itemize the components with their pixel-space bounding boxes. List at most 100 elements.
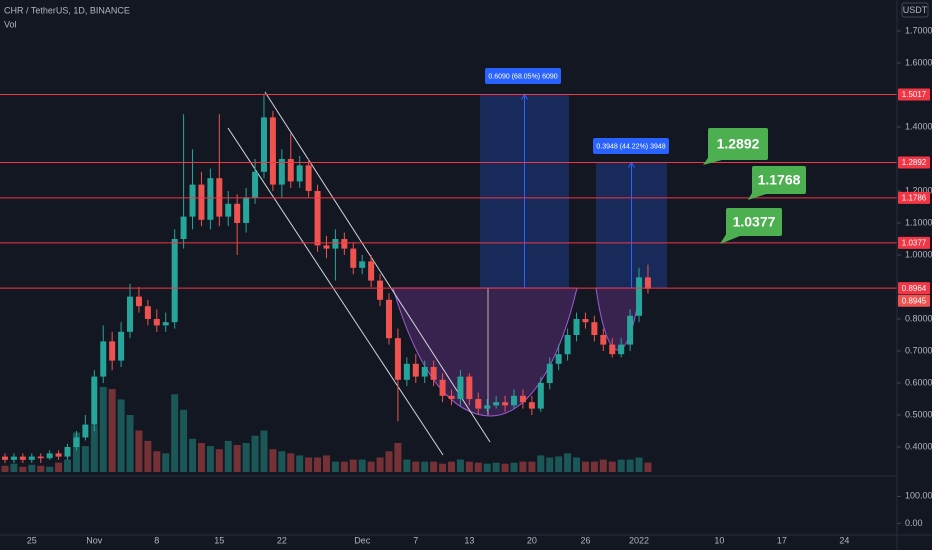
volume-bar	[162, 453, 170, 472]
candle-body	[609, 344, 616, 355]
candle-body	[564, 335, 571, 355]
volume-bar	[340, 461, 348, 472]
volume-bar	[448, 461, 455, 472]
volume-bar	[367, 461, 375, 472]
volume-bar	[287, 453, 295, 472]
level-label-box	[898, 156, 930, 169]
candle-body	[296, 165, 303, 182]
y-tick-label: 1.7000	[905, 25, 932, 35]
volume-bar	[510, 462, 518, 472]
volume-bar	[189, 438, 197, 472]
last-price-label: 0.8945	[902, 296, 927, 305]
volume-bar	[1, 465, 9, 472]
x-tick-label: 15	[214, 535, 224, 545]
candle-body	[171, 239, 178, 323]
volume-bar	[564, 453, 572, 472]
candle-body	[636, 277, 643, 316]
candle-body	[118, 331, 125, 361]
volume-label: Vol	[4, 19, 17, 29]
volume-bar	[349, 459, 357, 472]
volume-bar	[144, 440, 152, 472]
volume-bar	[403, 459, 411, 472]
candle-body	[430, 367, 437, 380]
level-label-box	[898, 282, 930, 295]
candle-body	[377, 280, 384, 300]
volume-bar	[519, 461, 527, 472]
candle-body	[537, 383, 544, 409]
volume-bar	[305, 457, 313, 472]
candle-body	[278, 159, 285, 185]
candle-body	[618, 344, 625, 355]
candle-body	[287, 159, 294, 182]
volume-bar	[135, 430, 143, 472]
volume-bar	[269, 449, 277, 472]
volume-bar	[37, 465, 45, 472]
candle-body	[439, 379, 446, 396]
volume-bar	[206, 446, 214, 472]
candle-body	[198, 184, 205, 220]
volume-bar	[260, 430, 268, 472]
volume-bar	[90, 425, 98, 472]
candle-body	[475, 399, 482, 409]
candle-body	[403, 363, 410, 380]
pane-tick-label: 100.00	[905, 491, 932, 501]
candle-body	[305, 165, 312, 191]
candle-body	[644, 277, 651, 289]
level-label: 1.1786	[902, 193, 927, 202]
volume-bar	[581, 461, 589, 472]
volume-bar	[573, 457, 581, 472]
candle-body	[582, 319, 589, 323]
x-tick-label: 8	[154, 535, 159, 545]
candle-body	[493, 402, 500, 406]
x-tick-label: Nov	[86, 535, 103, 545]
volume-bar	[72, 432, 80, 472]
volume-bar	[117, 399, 125, 472]
volume-bar	[439, 463, 447, 472]
volume-bar	[635, 457, 643, 472]
candle-body	[82, 424, 89, 438]
x-tick-label: 7	[413, 535, 418, 545]
candle-body	[55, 453, 62, 457]
volume-bar	[412, 461, 420, 472]
currency[interactable]: USDT	[903, 5, 928, 15]
volume-bar	[46, 466, 54, 472]
volume-bar	[224, 440, 232, 472]
volume-bar	[358, 459, 366, 472]
volume-bar	[528, 461, 536, 472]
measure-label-box	[593, 138, 669, 154]
candle-body	[153, 319, 160, 326]
volume-bar	[599, 459, 607, 472]
volume-bar	[108, 389, 116, 472]
callout-label: 1.0377	[733, 214, 776, 230]
y-tick-label: 0.4000	[905, 441, 932, 451]
volume-bar	[421, 461, 429, 472]
callout-label: 1.1768	[758, 172, 801, 188]
callouts: 1.2892 1.1768 1.0377	[703, 128, 806, 244]
measure-label: 0.3948 (44.22%) 3948	[596, 143, 665, 150]
candle-body	[243, 197, 250, 223]
candle-body	[189, 184, 196, 217]
y-tick-label: 1.6000	[905, 57, 932, 67]
candle-body	[252, 171, 259, 198]
level-label-box	[898, 191, 930, 204]
volume-bar	[55, 462, 63, 472]
x-tick-label: 24	[839, 535, 849, 545]
x-tick-label: 20	[527, 535, 537, 545]
volume-bar	[385, 451, 393, 472]
candle-body	[323, 245, 330, 249]
currency-box[interactable]	[901, 2, 929, 18]
channel-line	[264, 91, 491, 443]
x-tick-label: 2022	[629, 535, 649, 545]
y-tick-label: 1.1000	[905, 217, 932, 227]
callout-box	[752, 166, 806, 194]
candle-body	[484, 405, 491, 409]
y-tick-label: 0.6000	[905, 377, 932, 387]
y-tick-label: 1.4000	[905, 121, 932, 131]
candle-body	[546, 363, 553, 383]
volume-bar	[126, 414, 134, 472]
volume-bar	[99, 387, 107, 472]
volume-bar	[180, 409, 188, 472]
candle-body	[421, 367, 428, 377]
level-label-box	[898, 236, 930, 249]
candle-body	[73, 437, 80, 447]
